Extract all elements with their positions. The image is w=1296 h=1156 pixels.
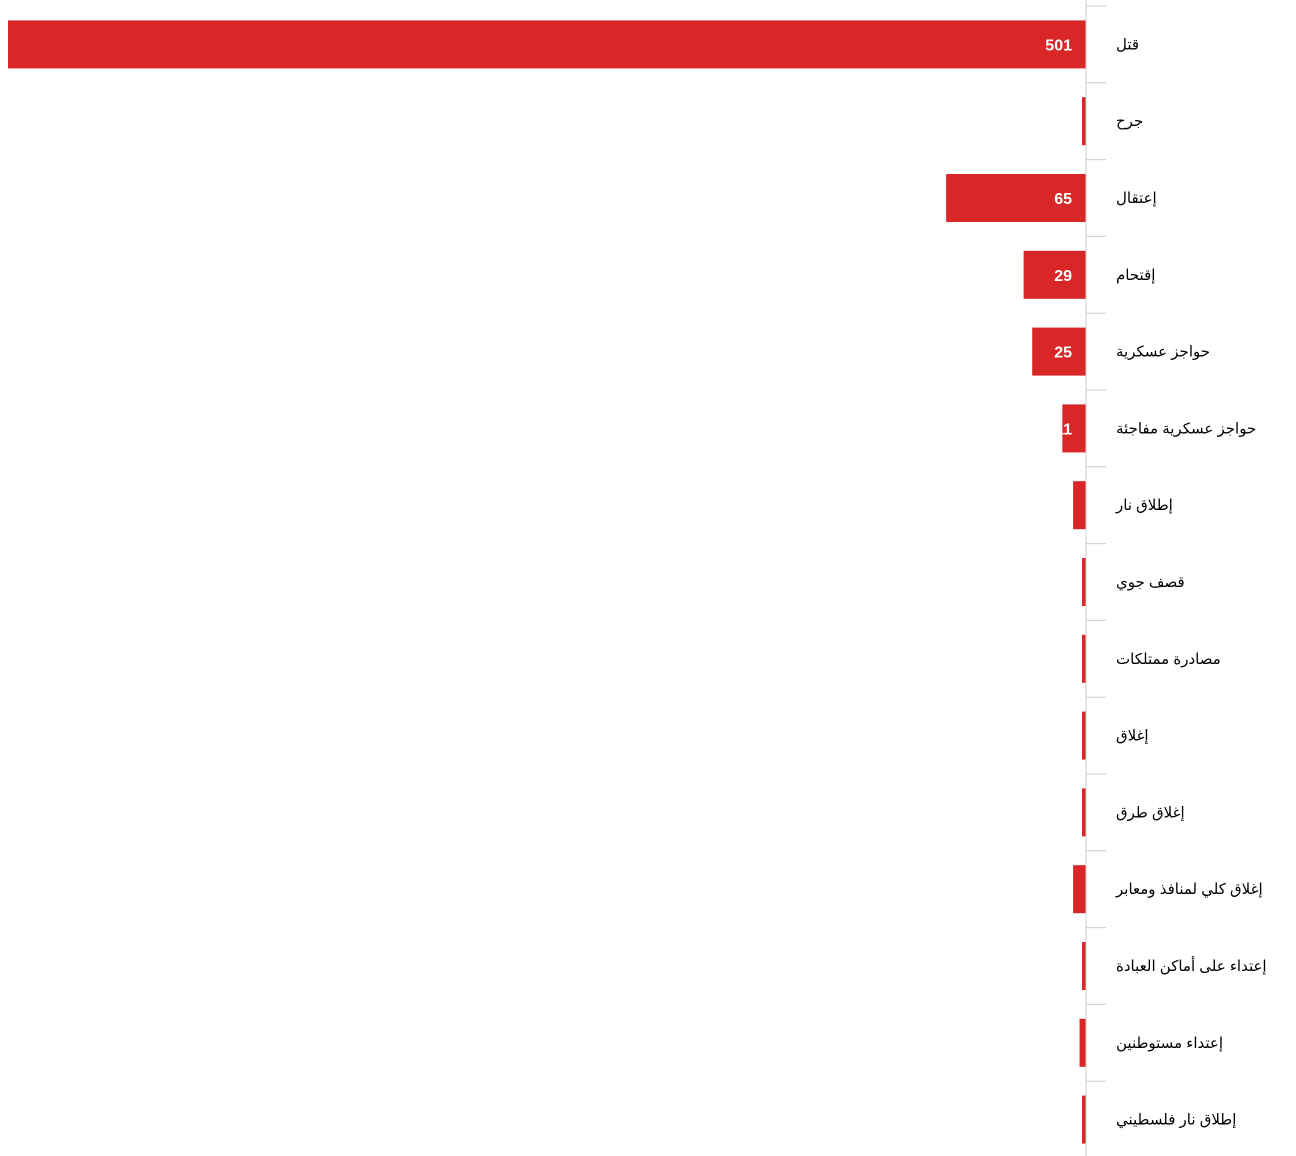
data-label: 29 <box>1054 268 1072 285</box>
category-label: مصادرة ممتلكات <box>1116 651 1221 668</box>
bar <box>1023 250 1086 299</box>
bar <box>8 20 1086 69</box>
category-label: حواجز عسكرية مفاجئة <box>1116 420 1256 437</box>
bar <box>1082 788 1086 837</box>
bar <box>1082 711 1086 760</box>
bar <box>1073 481 1086 530</box>
bar <box>1082 97 1086 146</box>
bar <box>1082 1095 1086 1144</box>
data-label: 3 <box>1063 1036 1072 1053</box>
bar <box>1082 942 1086 990</box>
bar <box>1082 558 1086 606</box>
data-label: 6 <box>1063 498 1072 515</box>
category-label: إطلاق نار <box>1115 497 1173 514</box>
data-label: 65 <box>1054 191 1072 208</box>
category-label: إغلاق طرق <box>1116 804 1185 821</box>
data-label: 501 <box>1045 37 1072 54</box>
data-label: 25 <box>1054 345 1072 362</box>
category-label: إطلاق نار فلسطيني <box>1116 1112 1236 1130</box>
bar <box>946 174 1086 222</box>
category-label: إغلاق كلي لمنافذ ومعابر <box>1115 881 1263 899</box>
category-label: إعتداء مستوطنين <box>1116 1035 1223 1052</box>
data-label: 6 <box>1063 882 1072 899</box>
category-label: إعتقال <box>1116 190 1157 207</box>
bar <box>1082 634 1086 683</box>
bar <box>1079 1018 1086 1067</box>
category-label: قتل <box>1116 36 1139 53</box>
category-labels: قتل جرح إعتقال إقتحام حواجز عسكرية حواجز عسكر… <box>1115 36 1267 1129</box>
bars-layer <box>8 20 1086 1144</box>
bar <box>1062 404 1086 453</box>
value-labels: 501 65 29 25 11 6 6 3 <box>1045 37 1072 1052</box>
bar <box>1032 327 1086 376</box>
category-label: حواجز عسكرية <box>1116 344 1210 361</box>
category-label: إعتداء على أماكن العبادة <box>1116 956 1267 975</box>
category-label: جرح <box>1116 113 1143 130</box>
bar <box>1073 865 1086 914</box>
category-axis <box>1085 0 1106 1156</box>
data-label: 11 <box>1055 421 1072 438</box>
category-label: إغلاق <box>1116 728 1149 745</box>
category-label: إقتحام <box>1116 267 1155 284</box>
category-label: قصف جوي <box>1116 574 1185 592</box>
